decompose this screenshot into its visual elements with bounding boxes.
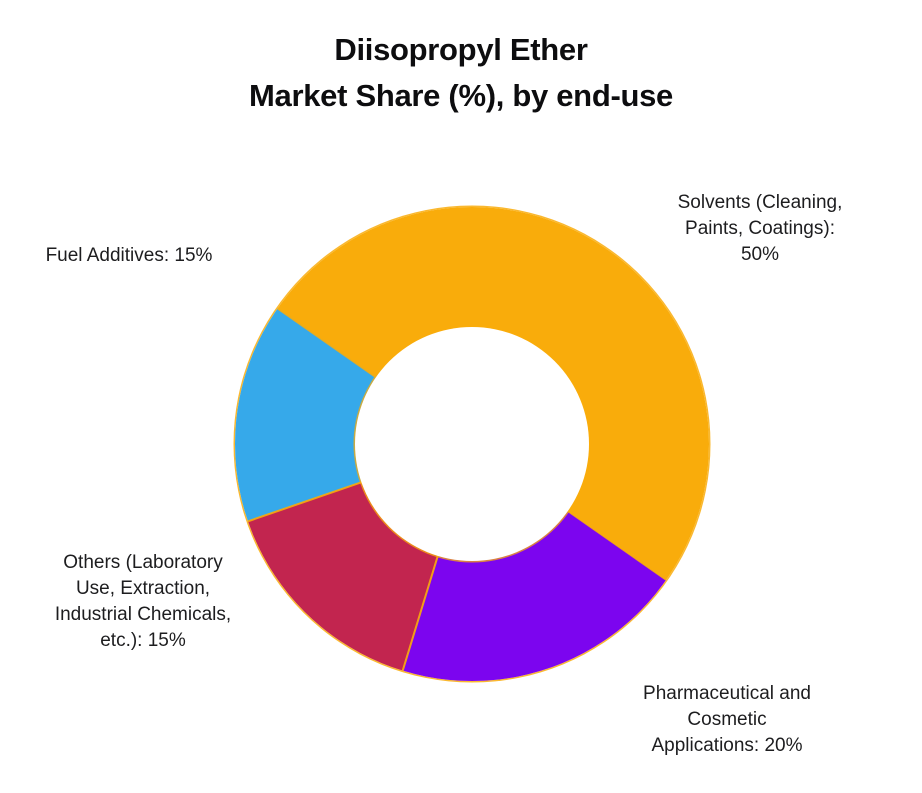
donut-hole	[355, 327, 589, 561]
segment-label-pharma: Pharmaceutical and Cosmetic Applications…	[577, 681, 877, 759]
segment-label-others: Others (Laboratory Use, Extraction, Indu…	[23, 550, 263, 654]
segment-label-line: Pharmaceutical and	[643, 683, 811, 704]
chart-title-line-1: Diisopropyl Ether	[334, 32, 588, 67]
segment-label-line: etc.): 15%	[100, 630, 186, 651]
chart-title-line-2: Market Share (%), by end-use	[249, 78, 673, 113]
segment-label-line: Industrial Chemicals,	[54, 604, 232, 625]
segment-label-line: Solvents (Cleaning,	[677, 192, 843, 213]
segment-label-line: Applications: 20%	[651, 735, 803, 756]
segment-label-solvents: Solvents (Cleaning, Paints, Coatings): 5…	[610, 190, 910, 268]
segment-label-line: Use, Extraction,	[75, 578, 211, 599]
chart-title: Diisopropyl Ether Market Share (%), by e…	[0, 27, 922, 119]
segment-label-line: Others (Laboratory	[63, 552, 223, 573]
segment-label-line: Fuel Additives: 15%	[45, 245, 213, 266]
segment-label-line: Cosmetic	[687, 709, 767, 730]
segment-label-fuel-additives: Fuel Additives: 15%	[9, 243, 249, 269]
segment-label-line: 50%	[740, 244, 780, 265]
segment-label-line: Paints, Coatings):	[685, 218, 835, 239]
